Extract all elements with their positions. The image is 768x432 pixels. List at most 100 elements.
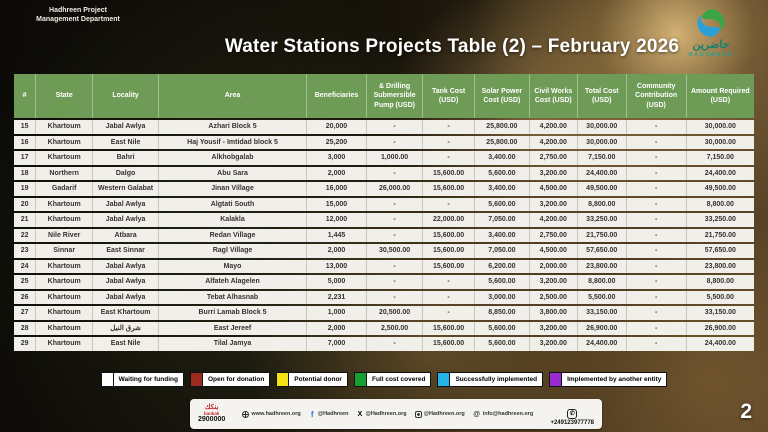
table-cell: 5,600.00 (475, 166, 530, 180)
table-cell: Tilal Jamya (159, 337, 308, 351)
table-cell: - (366, 259, 424, 273)
table-cell: - (626, 244, 687, 258)
bankak-logo-text: bankak (203, 410, 220, 416)
table-cell: 8,800.00 (577, 197, 627, 211)
threads-icon: @ (473, 410, 481, 418)
table-cell: 2,500.00 (529, 290, 578, 304)
table-cell: 57,650.00 (577, 244, 627, 258)
table-cell: 7,000 (307, 337, 367, 351)
table-row: 15 Khartoum Jabal Awlya Azhari Block 5 20,00… (14, 120, 754, 134)
table-cell: 25 (14, 275, 37, 289)
legend-item: Potential donor (276, 372, 348, 387)
table-cell: - (626, 228, 687, 242)
contact-item: www.hadhreen.org (242, 410, 301, 418)
legend-color-swatch (100, 372, 114, 387)
bankak-account-number: 2900000 (198, 416, 226, 424)
legend-color-swatch (276, 372, 290, 387)
table-cell: 15,000 (307, 197, 367, 211)
table-row: 24 Khartoum Jabal Awlya Mayo 13,000-15,600.0… (14, 259, 754, 273)
table-cell: - (366, 290, 424, 304)
table-cell: 1,000 (307, 306, 367, 320)
table-cell: 30,000.00 (577, 120, 627, 134)
table-cell: 2,000 (307, 244, 367, 258)
column-header: Total Cost (USD) (577, 74, 627, 118)
legend-label: Implemented by another entity (562, 372, 668, 387)
table-cell: 22,000.00 (423, 213, 475, 227)
table-cell: Mayo (159, 259, 308, 273)
table-cell: 15 (14, 120, 37, 134)
legend-color-swatch (189, 372, 203, 387)
table-cell: 8,800.00 (577, 275, 627, 289)
table-cell: 21,750.00 (686, 228, 754, 242)
table-cell: - (626, 213, 687, 227)
table-cell: 2,750.00 (529, 228, 578, 242)
table-cell: 15,600.00 (423, 259, 475, 273)
table-cell: - (366, 197, 424, 211)
page-number: 2 (740, 400, 752, 423)
table-cell: 4,200.00 (529, 213, 578, 227)
table-cell: 3,200.00 (529, 166, 578, 180)
table-cell: 2,000 (307, 321, 367, 335)
table-cell: 7,150.00 (577, 151, 627, 165)
table-cell: 8,850.00 (475, 306, 530, 320)
column-header: Tank Cost (USD) (423, 74, 475, 118)
table-cell: 30,000.00 (686, 120, 754, 134)
table-cell: 13,000 (307, 259, 367, 273)
contact-text: www.hadhreen.org (251, 411, 301, 417)
table-cell: - (366, 120, 424, 134)
legend-item: Implemented by another entity (549, 372, 668, 387)
legend-item: Waiting for funding (100, 372, 184, 387)
table-cell: East Jereef (159, 321, 308, 335)
table-cell: - (626, 275, 687, 289)
table-cell: 3,200.00 (529, 197, 578, 211)
table-cell: Jabal Awlya (93, 120, 160, 134)
whatsapp-icon: ✆ (567, 409, 578, 420)
legend-color-swatch (353, 372, 367, 387)
table-cell: 33,250.00 (686, 213, 754, 227)
column-header: Community Contribution (USD) (626, 74, 687, 118)
table-row: 27 Khartoum East Khartoum Burri Lamab Block… (14, 306, 754, 320)
table-cell: - (626, 182, 687, 196)
column-header: Locality (93, 74, 160, 118)
table-cell: - (626, 120, 687, 134)
table-row: 17 Khartoum Bahri Alkhobgalab 3,000 1,000.00-… (14, 151, 754, 165)
legend-color-swatch (437, 372, 451, 387)
table-cell: East Sinnar (93, 244, 160, 258)
table-cell: Khartoum (36, 197, 94, 211)
table-row: 25 Khartoum Jabal Awlya Alfateh Alagelen 5,0… (14, 275, 754, 289)
table-cell: 1,445 (307, 228, 367, 242)
table-row: 21 Khartoum Jabal Awlya Kalakla 12,000-22,00… (14, 213, 754, 227)
column-header: Solar Power Cost (USD) (475, 74, 530, 118)
table-cell: 20,000 (307, 120, 367, 134)
table-cell: - (366, 166, 424, 180)
table-row: 23 Sinnar East Sinnar Ragl Village 2,000 30,5… (14, 244, 754, 258)
contact-text: @Hadhreen.org (423, 411, 465, 417)
projects-table: # State Locality Area Beneficiaries & Drillin… (14, 72, 754, 353)
table-cell: 30,500.00 (366, 244, 424, 258)
table-cell: 33,150.00 (577, 306, 627, 320)
table-cell: 26 (14, 290, 37, 304)
table-cell: Sinnar (36, 244, 94, 258)
table-cell: 33,250.00 (577, 213, 627, 227)
table-cell: Jabal Awlya (93, 197, 160, 211)
table-cell: شرق النيل (93, 321, 160, 335)
table-cell: 24,400.00 (686, 166, 754, 180)
table-cell: Western Galabat (93, 182, 160, 196)
table-cell: Atbara (93, 228, 160, 242)
table-cell: Haj Yousif - Imtidad block 5 (159, 135, 308, 149)
table-cell: - (366, 213, 424, 227)
table-cell: Bahri (93, 151, 160, 165)
column-header: Civil Works Cost (USD) (529, 74, 578, 118)
table-cell: 12,000 (307, 213, 367, 227)
table-row: 20 Khartoum Jabal Awlya Algtati South 15,000… (14, 197, 754, 211)
table-cell: Khartoum (36, 321, 94, 335)
contact-text: info@hadhreen.org (482, 411, 534, 417)
table-cell: Khartoum (36, 306, 94, 320)
table-cell: 6,200.00 (475, 259, 530, 273)
table-cell: 8,800.00 (686, 275, 754, 289)
column-header: State (36, 74, 94, 118)
table-cell: 49,500.00 (686, 182, 754, 196)
table-cell: 15,600.00 (423, 182, 475, 196)
table-cell: 26,900.00 (686, 321, 754, 335)
